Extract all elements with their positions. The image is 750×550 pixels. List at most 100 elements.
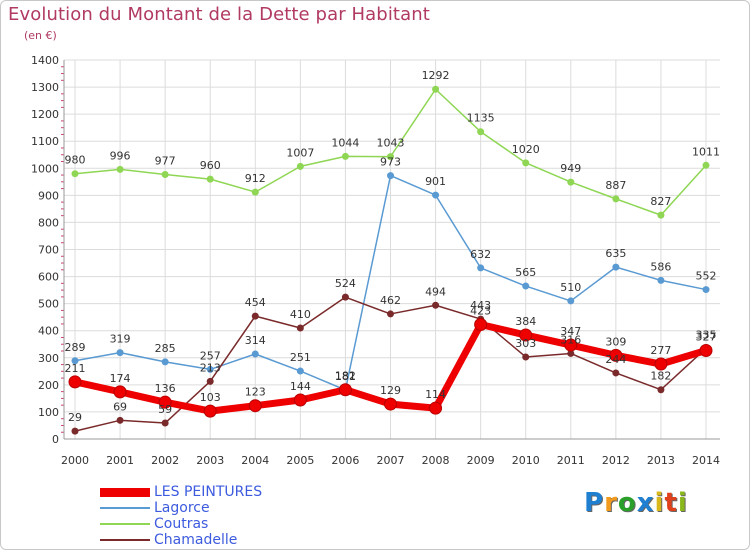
data-label-les-peintures: 384 (515, 315, 536, 328)
data-point-lagorce (567, 297, 575, 305)
x-tick-label: 2005 (286, 454, 314, 467)
data-point-chamadelle (432, 301, 440, 309)
data-label-chamadelle: 462 (380, 294, 401, 307)
data-point-coutras (657, 211, 665, 219)
chart-unit-label: (en €) (24, 29, 57, 42)
legend-label-lagorce: Lagorce (154, 500, 210, 516)
data-point-lagorce (161, 358, 169, 366)
data-label-chamadelle: 182 (650, 370, 671, 383)
data-label-chamadelle: 524 (335, 277, 356, 290)
x-tick-label: 2014 (692, 454, 720, 467)
data-point-les-peintures (654, 357, 668, 371)
data-label-coutras: 960 (200, 159, 221, 172)
data-label-lagorce: 319 (110, 333, 131, 346)
legend-swatch-chamadelle (100, 539, 150, 541)
legend-swatch-lagorce (100, 507, 150, 509)
legend-label-coutras: Coutras (154, 516, 209, 532)
data-point-lagorce (432, 191, 440, 199)
data-label-les-peintures: 309 (605, 335, 626, 348)
data-label-chamadelle: 59 (158, 403, 172, 416)
legend-label-les-peintures: LES PEINTURES (154, 484, 263, 500)
data-label-chamadelle: 29 (68, 411, 82, 424)
data-point-les-peintures (474, 317, 488, 331)
data-point-lagorce (296, 367, 304, 375)
data-point-les-peintures (384, 397, 397, 411)
x-tick-label: 2007 (377, 454, 405, 467)
data-point-coutras (477, 128, 485, 136)
data-point-les-peintures (68, 375, 82, 389)
data-point-les-peintures (429, 401, 443, 415)
x-tick-label: 2012 (602, 454, 630, 467)
legend-label-chamadelle: Chamadelle (154, 532, 238, 548)
data-label-chamadelle: 454 (245, 296, 266, 309)
data-label-coutras: 1011 (692, 145, 720, 158)
data-label-les-peintures: 103 (200, 391, 221, 404)
data-label-lagorce: 901 (425, 175, 446, 188)
data-label-les-peintures: 123 (245, 386, 266, 399)
x-tick-label: 2003 (196, 454, 224, 467)
data-point-coutras (567, 178, 575, 186)
data-label-coutras: 980 (65, 154, 86, 167)
data-label-chamadelle: 410 (290, 308, 311, 321)
y-tick-label: 300 (38, 352, 59, 365)
data-point-lagorce (387, 172, 394, 180)
x-tick-label: 2010 (512, 454, 540, 467)
data-point-les-peintures (564, 338, 578, 352)
y-tick-label: 0 (52, 433, 59, 446)
y-tick-label: 900 (38, 189, 59, 202)
data-label-lagorce: 632 (470, 248, 491, 261)
data-point-chamadelle (251, 312, 259, 320)
data-label-coutras: 887 (605, 179, 626, 192)
data-point-chamadelle (116, 416, 124, 424)
data-label-les-peintures: 182 (335, 370, 356, 383)
y-tick-label: 800 (38, 216, 59, 229)
x-tick-label: 2002 (151, 454, 179, 467)
data-label-lagorce: 257 (200, 349, 221, 362)
legend-swatch-coutras (100, 523, 150, 525)
data-point-coutras (71, 170, 79, 178)
data-point-les-peintures (519, 328, 533, 342)
data-label-les-peintures: 114 (425, 388, 446, 401)
data-label-lagorce: 251 (290, 351, 311, 364)
data-label-coutras: 977 (155, 155, 176, 168)
data-point-les-peintures (203, 404, 217, 418)
data-label-coutras: 1043 (377, 137, 405, 150)
data-point-chamadelle (71, 427, 79, 435)
y-tick-label: 1300 (31, 81, 59, 94)
data-point-coutras (702, 161, 710, 169)
data-label-les-peintures: 423 (470, 304, 491, 317)
data-point-lagorce (657, 276, 665, 284)
data-point-lagorce (116, 349, 124, 357)
x-tick-label: 2001 (106, 454, 134, 467)
data-point-lagorce (702, 286, 710, 294)
data-point-coutras (522, 159, 530, 167)
y-tick-label: 700 (38, 244, 59, 257)
x-tick-label: 2008 (422, 454, 450, 467)
data-label-chamadelle: 69 (113, 400, 127, 413)
data-point-coutras (206, 175, 214, 183)
x-tick-label: 2009 (467, 454, 495, 467)
data-point-chamadelle (657, 386, 665, 394)
x-tick-label: 2006 (331, 454, 359, 467)
y-tick-label: 500 (38, 298, 59, 311)
data-point-chamadelle (161, 419, 169, 427)
data-label-lagorce: 635 (605, 247, 626, 260)
data-point-lagorce (522, 282, 530, 290)
data-point-chamadelle (206, 377, 214, 385)
data-label-chamadelle: 443 (470, 299, 491, 312)
data-label-lagorce: 285 (155, 342, 176, 355)
data-label-les-peintures: 174 (110, 372, 131, 385)
data-point-chamadelle (341, 293, 349, 301)
data-point-les-peintures (248, 399, 262, 413)
y-tick-label: 600 (38, 271, 59, 284)
y-tick-label: 1200 (31, 108, 59, 121)
data-label-coutras: 1007 (286, 146, 314, 159)
data-point-les-peintures (113, 385, 127, 399)
data-point-les-peintures (158, 395, 172, 409)
data-point-chamadelle (567, 349, 575, 357)
data-label-lagorce: 973 (380, 156, 401, 169)
data-label-lagorce: 510 (560, 281, 581, 294)
data-point-coutras (116, 165, 124, 173)
data-point-coutras (432, 85, 440, 93)
data-label-les-peintures: 327 (696, 330, 717, 343)
